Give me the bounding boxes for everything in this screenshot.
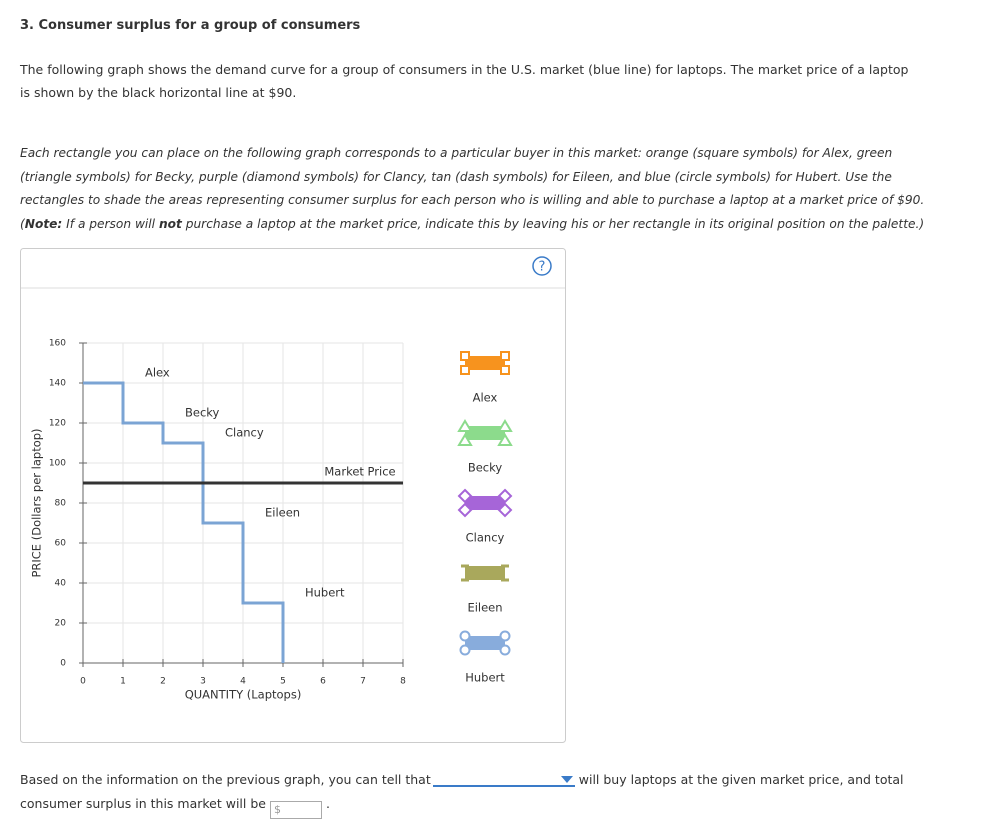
palette-item[interactable]	[457, 488, 513, 518]
paragraph: The following graph shows the demand cur…	[20, 62, 909, 100]
help-button[interactable]: ?	[532, 256, 552, 276]
dropdown[interactable]	[432, 771, 575, 787]
x-tick-label: 4	[240, 677, 246, 687]
palette-rectangle[interactable]	[465, 636, 505, 650]
palette-label: Alex	[473, 391, 498, 405]
palette-rectangle[interactable]	[465, 426, 505, 440]
symbol	[457, 419, 473, 432]
palette-label: Becky	[468, 461, 503, 475]
x-tick-label: 7	[360, 677, 366, 687]
answer-input[interactable]: $	[269, 801, 322, 819]
symbol	[497, 502, 513, 518]
x-axis-label: QUANTITY (Laptops)	[185, 688, 302, 702]
y-tick-label: 60	[55, 539, 67, 549]
x-tick-label: 0	[80, 677, 86, 687]
step-label: Becky	[185, 406, 220, 420]
help-circle[interactable]	[532, 256, 552, 276]
text: (	[20, 217, 25, 232]
palette-label: Clancy	[466, 531, 505, 545]
text: Note:	[24, 217, 63, 232]
symbol	[497, 419, 513, 432]
symbol	[499, 630, 511, 642]
heading: 3. Consumer surplus for a group of consu…	[20, 18, 361, 33]
palette-item[interactable]	[460, 351, 510, 375]
y-tick-label: 0	[60, 659, 66, 669]
palette-item[interactable]	[461, 564, 509, 582]
help-icon[interactable]: ?	[539, 260, 546, 275]
palette-rectangle[interactable]	[465, 496, 505, 510]
market-price-label: Market Price	[324, 465, 395, 479]
y-tick-label: 40	[55, 579, 67, 589]
question: Based on the information on the previous…	[20, 768, 920, 819]
y-tick-label: 20	[55, 619, 67, 629]
y-tick-label: 160	[49, 339, 66, 349]
symbol	[497, 488, 513, 504]
palette-item[interactable]	[459, 630, 511, 656]
step-label: Clancy	[225, 426, 264, 440]
symbol	[459, 644, 471, 656]
symbol	[459, 630, 471, 642]
graph-panel: ? 0 20 40 60 80 100 120 140 160 0 1 2 3 4 5 6 7 8 QUANTITY…	[20, 248, 566, 743]
demand-curve	[83, 381, 285, 663]
y-axis-label: PRICE (Dollars per laptop)	[30, 428, 44, 577]
x-tick-label: 3	[200, 677, 206, 687]
y-tick-label: 140	[49, 379, 66, 389]
x-tick-label: 5	[280, 677, 286, 687]
palette-label: Eileen	[467, 601, 502, 615]
instructions: Each rectangle you can place on the foll…	[20, 142, 930, 237]
text: Based on the information on the previous…	[20, 772, 431, 787]
palette-label: Hubert	[465, 671, 505, 685]
symbol	[460, 365, 470, 375]
symbol	[457, 488, 473, 504]
text: .	[325, 796, 330, 811]
palette-rectangle[interactable]	[465, 566, 505, 580]
step-label: Eileen	[265, 506, 300, 520]
y-tick-label: 120	[49, 419, 66, 429]
text: will buy laptops at the given market pri…	[20, 772, 904, 811]
symbol	[500, 365, 510, 375]
x-tick-label: 1	[120, 677, 126, 687]
symbol	[497, 433, 513, 446]
symbol	[499, 644, 511, 656]
text: Each rectangle you can place on the foll…	[20, 146, 925, 208]
panel-border	[20, 248, 566, 743]
text: not	[158, 217, 182, 232]
symbol	[457, 433, 473, 446]
symbol	[500, 351, 510, 361]
text: If a person will	[62, 217, 159, 232]
y-tick-label: 100	[49, 459, 66, 469]
x-tick-label: 6	[320, 677, 326, 687]
text: purchase a laptop at the market price, i…	[181, 217, 925, 232]
symbol	[460, 351, 470, 361]
step-label: Alex	[145, 366, 170, 380]
step-label: Hubert	[305, 586, 345, 600]
symbol	[457, 502, 473, 518]
x-tick-label: 8	[400, 677, 406, 687]
x-tick-label: 2	[160, 677, 166, 687]
palette-rectangle[interactable]	[465, 356, 505, 370]
palette-item[interactable]	[457, 419, 513, 446]
y-tick-label: 80	[55, 499, 67, 509]
